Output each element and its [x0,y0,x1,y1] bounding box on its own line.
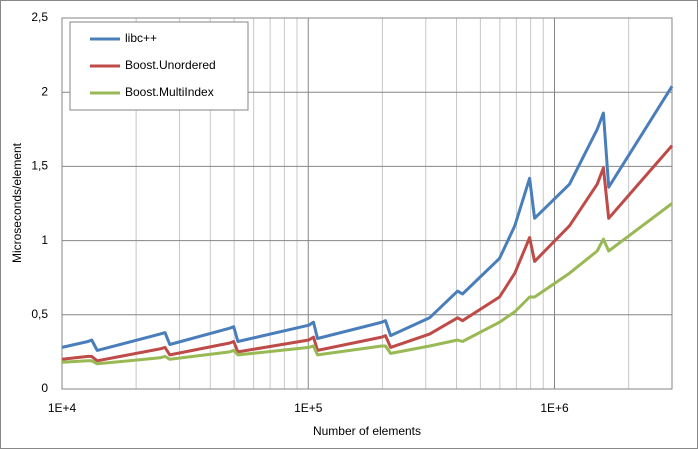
series-line [61,85,674,352]
series-line [61,202,673,366]
x-tick-label: 1E+4 [48,401,77,415]
y-tick-label: 0 [41,381,48,395]
y-tick-label: 2 [41,84,48,98]
y-axis-title: Microseconds/element [10,142,24,263]
x-tick-label: 1E+6 [540,401,569,415]
legend-label: Boost.Unordered [125,58,216,72]
x-axis-title: Number of elements [313,424,421,438]
x-tick-label: 1E+5 [294,401,323,415]
legend-label: libc++ [125,31,157,45]
legend-label: Boost.MultiIndex [125,85,214,99]
y-tick-label: 0,5 [31,307,48,321]
series-line [61,144,674,363]
y-tick-label: 2,5 [31,10,48,24]
y-tick-label: 1 [41,233,48,247]
y-tick-label: 1,5 [31,159,48,173]
